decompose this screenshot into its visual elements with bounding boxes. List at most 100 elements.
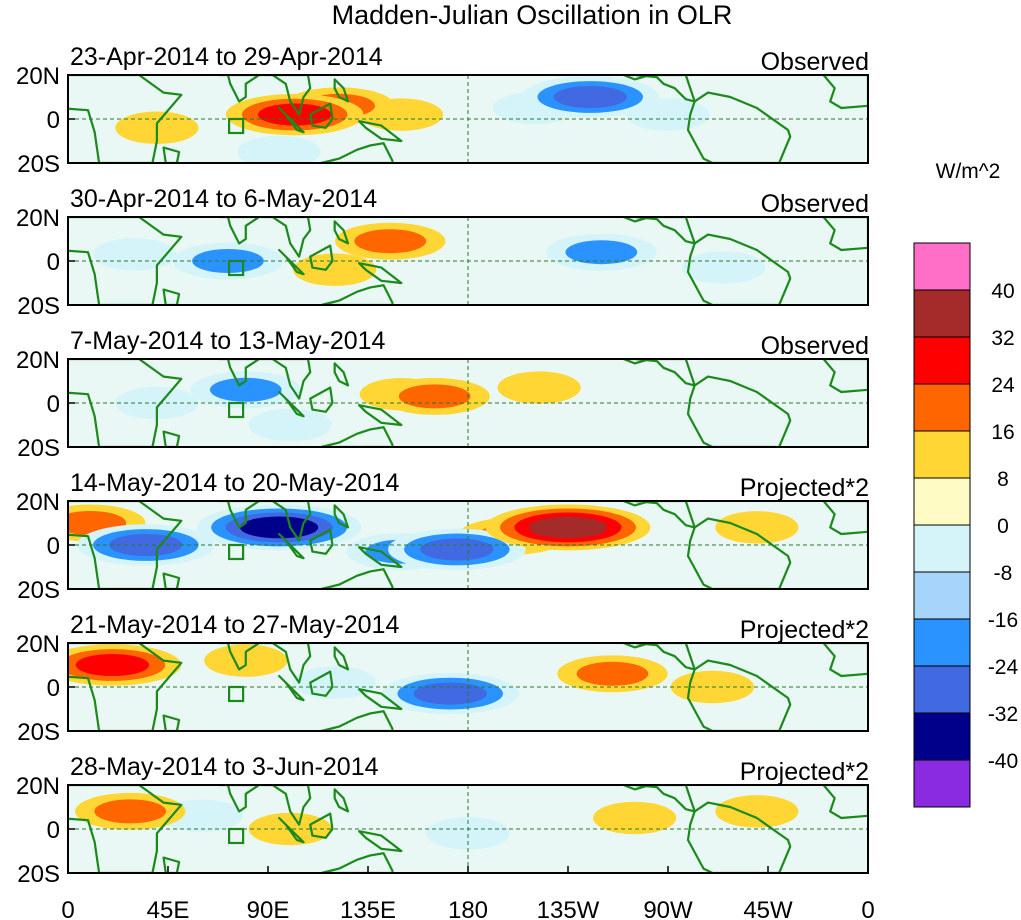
colorbar-swatch: [913, 477, 971, 526]
coastline: [278, 674, 305, 702]
coastline: [622, 75, 696, 103]
anomaly-contour: [565, 240, 638, 265]
panel-date: 21-May-2014 to 27-May-2014: [70, 611, 399, 639]
anomaly-contour: [192, 248, 264, 274]
anomaly-contour: [248, 408, 332, 442]
colorbar-swatch: [913, 383, 971, 432]
anomaly-contour: [426, 817, 510, 850]
anomaly-contour: [715, 511, 799, 544]
coastline: [622, 501, 696, 529]
y-tick-label: 20S: [17, 719, 60, 746]
anomaly-contour: [75, 653, 150, 677]
anomaly-contour: [239, 516, 319, 539]
panel-date: 23-Apr-2014 to 29-Apr-2014: [70, 43, 383, 71]
anomaly-contour: [354, 229, 427, 254]
coastline: [218, 501, 312, 542]
coastline: [162, 288, 181, 305]
anomaly-contour: [237, 135, 321, 163]
anomaly-contour: [420, 538, 494, 561]
coastline: [822, 501, 868, 536]
anomaly-contour: [293, 253, 377, 287]
colorbar-label: 8: [997, 468, 1009, 491]
coastline: [162, 572, 181, 589]
y-tick-label: 20N: [16, 347, 60, 374]
y-tick-label: 20S: [17, 435, 60, 462]
anomaly-contour: [715, 795, 799, 828]
coastline: [333, 362, 350, 387]
y-tick-label: 0: [47, 675, 60, 702]
colorbar-swatch: [913, 336, 971, 385]
coastline: [278, 816, 305, 844]
coastline: [218, 217, 312, 258]
colorbar-swatch: [913, 759, 971, 808]
coastline: [686, 659, 792, 731]
coastline: [68, 359, 183, 447]
y-tick-label: 20N: [16, 631, 60, 658]
anomaly-contour: [553, 85, 627, 109]
y-tick-label: 20N: [16, 773, 60, 800]
anomaly-contour: [593, 801, 677, 835]
anomaly-contour: [93, 238, 177, 271]
anomaly-contour: [413, 682, 487, 705]
anomaly-contour: [576, 661, 649, 686]
panel-date: 28-May-2014 to 3-Jun-2014: [70, 753, 379, 781]
y-tick-label: 0: [47, 107, 60, 134]
colorbar-label: 0: [997, 515, 1009, 538]
coastline: [622, 359, 696, 387]
y-tick-label: 0: [47, 817, 60, 844]
coastline: [822, 217, 868, 252]
colorbar-label: -40: [988, 750, 1018, 773]
x-tick-label: 180: [448, 897, 488, 920]
colorbar-swatch: [913, 618, 971, 667]
y-tick-label: 20S: [17, 861, 60, 888]
x-tick-label: 45E: [147, 897, 190, 920]
coastline: [622, 643, 696, 671]
y-tick-label: 20S: [17, 293, 60, 320]
coastline: [686, 801, 792, 873]
coastline: [162, 146, 181, 163]
colorbar-label: 40: [991, 280, 1014, 303]
coastline: [278, 106, 305, 134]
x-tick-label: 0: [861, 897, 874, 920]
anomaly-contour: [681, 251, 766, 284]
coastline: [822, 785, 868, 820]
coastline: [309, 244, 334, 271]
coastline: [278, 248, 305, 276]
coastline: [278, 390, 305, 418]
coastline: [333, 78, 350, 103]
coastline: [333, 646, 350, 671]
panel-label: Observed: [761, 332, 869, 360]
colorbar-label: -16: [988, 609, 1018, 632]
coastline: [822, 643, 868, 678]
panel-5: 20N 0 20S 21-May-2014 to 27-May-2014 Project…: [16, 611, 869, 746]
coastline: [309, 812, 334, 839]
colorbar-swatch: [913, 524, 971, 573]
y-tick-label: 0: [47, 533, 60, 560]
panel-2: 20N 0 20S 30-Apr-2014 to 6-May-2014 Observed: [16, 185, 869, 320]
coastline: [68, 75, 183, 163]
colorbar-swatch: [913, 712, 971, 761]
anomaly-contour: [209, 377, 282, 402]
coastline: [68, 217, 183, 305]
y-tick-label: 20N: [16, 63, 60, 90]
panel-label: Projected*2: [740, 616, 869, 644]
coastline: [68, 643, 183, 731]
anomaly-contour: [115, 386, 199, 420]
panels-group: 20N 0 20S 23-Apr-2014 to 29-Apr-2014 Observe…: [16, 43, 869, 888]
coastline: [686, 91, 792, 163]
colorbar-label: -32: [988, 703, 1018, 726]
coastline: [333, 220, 350, 245]
coastline: [622, 217, 696, 245]
panel-label: Observed: [761, 190, 869, 218]
coastline: [333, 788, 350, 813]
x-tick-label: 90W: [643, 897, 693, 920]
coastline: [822, 75, 868, 110]
y-tick-label: 20N: [16, 205, 60, 232]
coastline: [358, 830, 403, 853]
colorbar-swatch: [913, 430, 971, 479]
x-tick-label: 90E: [247, 897, 290, 920]
anomaly-contour: [497, 371, 581, 404]
y-tick-label: 20S: [17, 151, 60, 178]
anomaly-contour: [94, 799, 167, 824]
